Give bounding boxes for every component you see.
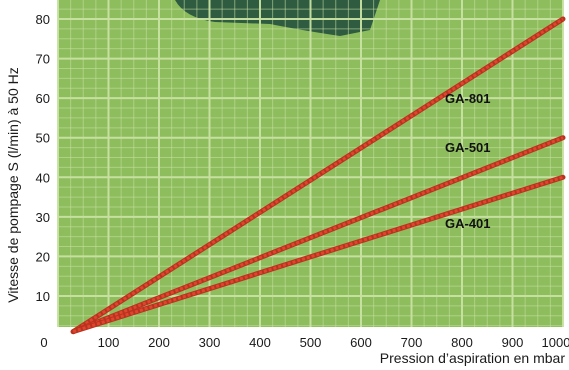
x-tick-label: 1000 [542, 335, 569, 350]
y-tick-label: 20 [36, 249, 50, 264]
series-line-ga-801-texture [72, 17, 564, 333]
y-tick-label: 30 [36, 210, 50, 225]
x-tick-label: 500 [300, 335, 322, 350]
x-tick-label: 300 [199, 335, 221, 350]
series-label-ga-401: GA-401 [445, 216, 491, 231]
x-tick-label: 900 [502, 335, 524, 350]
x-tick-label: 800 [451, 335, 473, 350]
series-label-ga-801: GA-801 [445, 91, 491, 106]
series-line-ga-501-texture [72, 136, 564, 334]
y-tick-label: 80 [36, 12, 50, 27]
y-tick-label: 40 [36, 170, 50, 185]
y-tick-label: 60 [36, 91, 50, 106]
series-label-ga-501: GA-501 [445, 140, 491, 155]
x-axis-title: Pression d’aspiration en mbar [380, 350, 566, 366]
y-tick-label: 70 [36, 52, 50, 67]
x-tick-label: 0 [40, 335, 47, 350]
y-tick-label: 50 [36, 131, 50, 146]
y-tick-label: 10 [36, 289, 50, 304]
y-axis-title: Vitesse de pompage S (l/min) à 50 Hz [5, 67, 21, 303]
x-tick-label: 200 [148, 335, 170, 350]
x-tick-label: 700 [401, 335, 423, 350]
x-tick-label: 600 [350, 335, 372, 350]
series-line-ga-401-texture [72, 175, 564, 334]
x-tick-label: 100 [98, 335, 120, 350]
x-tick-label: 400 [249, 335, 271, 350]
